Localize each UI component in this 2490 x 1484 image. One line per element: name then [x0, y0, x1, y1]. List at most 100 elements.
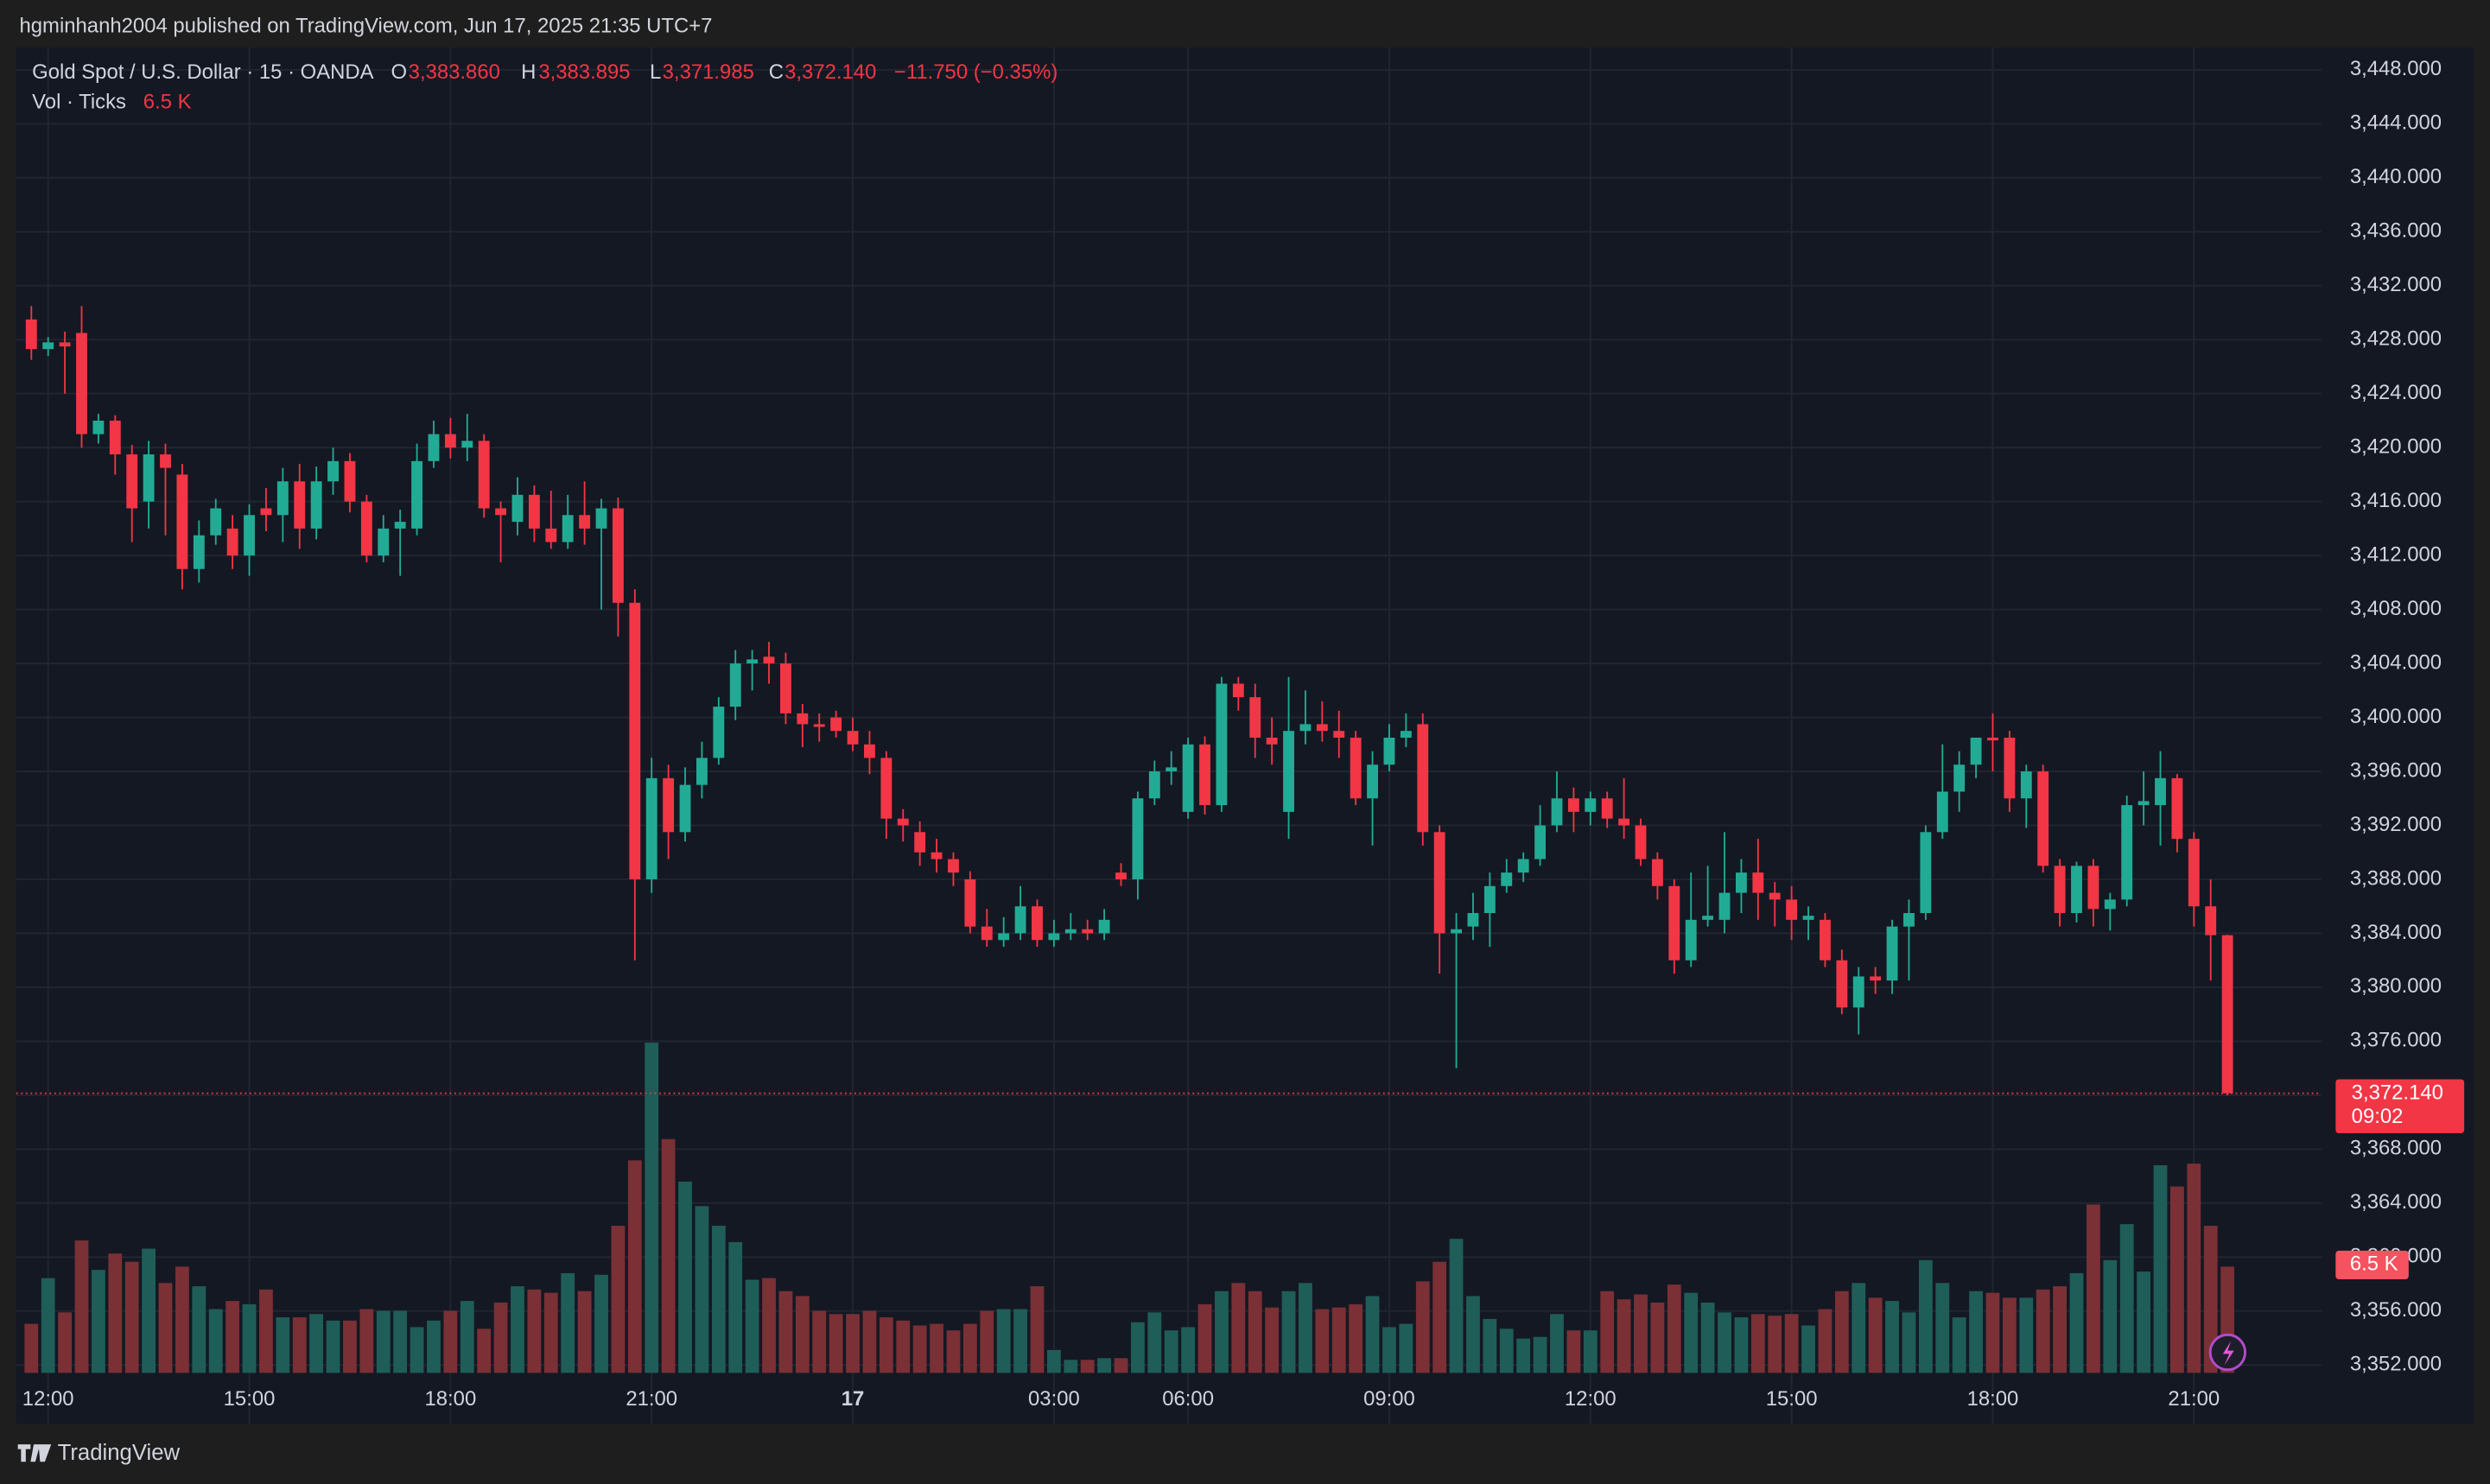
candle-body [310, 481, 322, 529]
candle-body [1651, 859, 1663, 886]
volume-bar [410, 1327, 424, 1373]
volume-bar [645, 1043, 659, 1373]
volume-bar [108, 1253, 123, 1373]
last-price-box [2335, 1079, 2465, 1133]
volume-bar [1331, 1307, 1346, 1373]
candle-body [2087, 866, 2099, 910]
candle-body [1333, 731, 1345, 738]
volume-bar [24, 1323, 39, 1373]
candle-body [746, 659, 759, 664]
candle-body [1953, 764, 1966, 792]
candle-body [1115, 872, 1127, 879]
publish-header: hgminhanh2004 published on TradingView.c… [20, 15, 713, 38]
candle-body [495, 508, 507, 516]
y-tick-label: 3,444.000 [2350, 111, 2442, 135]
x-tick-label: 21:00 [626, 1387, 677, 1411]
volume-bar [142, 1248, 156, 1373]
volume-bar [443, 1310, 458, 1373]
volume-bar [1952, 1317, 1966, 1373]
candle-body [2221, 935, 2233, 1094]
candle-body [226, 528, 238, 556]
volume-bar [2053, 1286, 2067, 1373]
volume-bar [611, 1226, 626, 1373]
volume-bar [577, 1291, 592, 1373]
volume-bar [74, 1240, 89, 1373]
candle-body [444, 434, 456, 448]
candle-body [998, 933, 1010, 941]
volume-bar [2019, 1297, 2034, 1373]
candle-body [830, 717, 842, 732]
volume-bar [2086, 1204, 2100, 1373]
y-tick-label: 3,396.000 [2350, 758, 2442, 782]
candle-body [1567, 798, 1579, 812]
volume-bar [326, 1320, 340, 1373]
candle-body [2205, 906, 2217, 935]
candle-body [461, 441, 473, 448]
legend-key: H [521, 60, 536, 84]
candle-body [897, 818, 909, 826]
y-tick-label: 3,424.000 [2350, 381, 2442, 404]
candle-body [2155, 777, 2166, 806]
volume-bar [1114, 1358, 1128, 1373]
x-tick-label: 18:00 [424, 1387, 476, 1411]
volume-bar [543, 1292, 558, 1373]
candle-body [1752, 872, 1764, 893]
candle-body [763, 656, 775, 664]
candle-body [1166, 767, 1178, 772]
volume-bar [1834, 1291, 1849, 1373]
y-tick-label: 3,416.000 [2350, 489, 2442, 512]
candle-body [645, 777, 657, 879]
volume-bar [1750, 1314, 1765, 1373]
candle-body [1451, 929, 1463, 934]
candle-body [294, 481, 306, 529]
candle-body [1685, 919, 1697, 961]
candle-body [545, 528, 557, 542]
volume-bar [1667, 1284, 1681, 1373]
candle-body [797, 713, 809, 725]
x-tick-label: 21:00 [2168, 1387, 2220, 1411]
candle-body [1216, 683, 1228, 806]
x-tick-label: 03:00 [1028, 1387, 1080, 1411]
candle-body [847, 731, 859, 745]
volume-box-label: 6.5 K [2350, 1253, 2398, 1276]
volume-bar [1600, 1291, 1615, 1373]
y-tick-label: 3,420.000 [2350, 435, 2442, 459]
candle-body [2104, 899, 2116, 910]
candle-body [1098, 919, 1110, 934]
volume-bar [41, 1278, 55, 1373]
candle-body [143, 454, 155, 502]
candle-body [1433, 832, 1445, 934]
volume-bar [58, 1312, 72, 1373]
y-tick-label: 3,392.000 [2350, 813, 2442, 836]
candle-body [344, 460, 356, 502]
logo [17, 1444, 52, 1462]
volume-bar [1566, 1330, 1581, 1373]
volume-bar [762, 1278, 776, 1373]
volume-pane [24, 1043, 2235, 1373]
legend-value: 3,383.895 [538, 60, 630, 84]
candle-body [1517, 859, 1529, 873]
candle-body [59, 342, 71, 347]
candle-body [964, 878, 976, 927]
volume-bar [124, 1261, 139, 1373]
volume-bar [158, 1283, 173, 1373]
volume-bar [292, 1317, 307, 1373]
last-price-label: 3,372.140 [2352, 1081, 2443, 1104]
candle-body [1483, 885, 1496, 914]
x-tick-label: 15:00 [224, 1387, 276, 1411]
candle-body [595, 508, 607, 529]
volume-bar [1550, 1314, 1564, 1373]
candle-body [981, 926, 993, 941]
volume-bar [1768, 1316, 1782, 1373]
candle-body [679, 784, 691, 833]
x-tick-label: 09:00 [1363, 1387, 1415, 1411]
volume-bar [1080, 1360, 1095, 1373]
x-tick-label: 12:00 [22, 1387, 74, 1411]
candle-body [931, 852, 943, 859]
candle-body [2054, 866, 2066, 914]
candle-body [1936, 791, 1948, 833]
volume-bar [175, 1266, 189, 1373]
volume-bar [1617, 1299, 1631, 1373]
candle-body [428, 434, 440, 461]
